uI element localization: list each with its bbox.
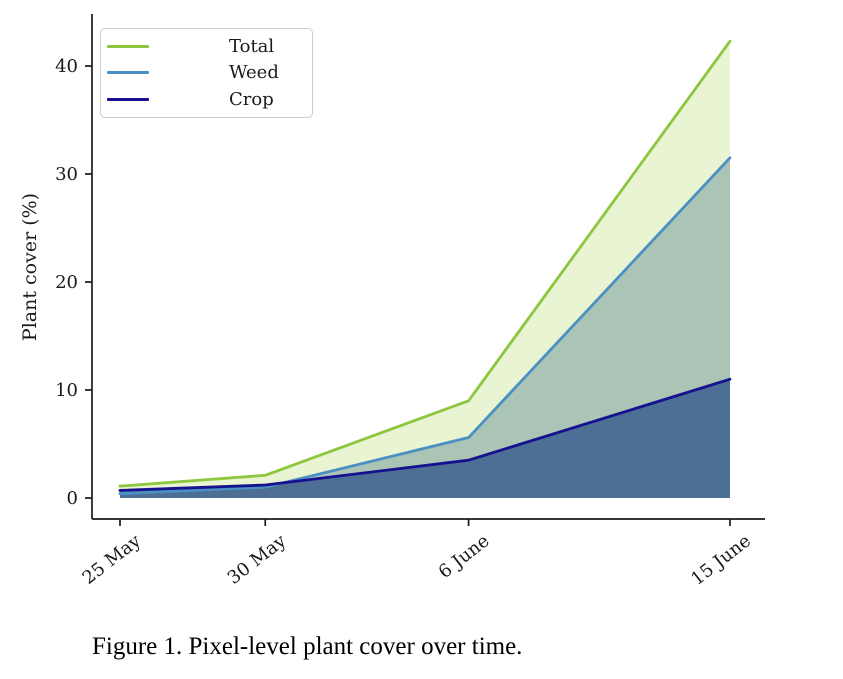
x-tick-label: 15 June xyxy=(687,530,755,589)
weed-area xyxy=(120,157,730,499)
legend-label-total: Total xyxy=(229,35,275,57)
legend-item-crop: Crop xyxy=(101,87,312,113)
y-tick-label: 40 xyxy=(55,56,78,77)
weed-line-swatch xyxy=(107,71,149,75)
legend-label-weed: Weed xyxy=(229,62,279,84)
figure-caption: Figure 1. Pixel-level plant cover over t… xyxy=(92,633,523,660)
x-tick-label: 30 May xyxy=(224,530,291,589)
x-tick-label: 6 June xyxy=(435,530,494,582)
total-line-swatch xyxy=(107,44,149,48)
legend-item-weed: Weed xyxy=(101,60,312,86)
crop-area xyxy=(120,379,730,498)
x-tick-label: 25 May xyxy=(78,530,145,589)
chart-canvas: 0 10 20 30 40 25 May 30 May 6 June 15 June Plant … xyxy=(19,14,765,590)
total-line xyxy=(118,39,732,488)
crop-line-swatch xyxy=(107,98,149,102)
plant-cover-chart: 0 10 20 30 40 25 May 30 May 6 June 15 June Plant … xyxy=(19,14,765,590)
y-axis-title: Plant cover (%) xyxy=(19,193,41,341)
chart-legend: Total Weed Crop xyxy=(100,28,313,118)
y-tick-label: 0 xyxy=(67,488,78,509)
y-tick-label: 20 xyxy=(55,272,78,293)
y-tick-label: 10 xyxy=(55,380,78,401)
y-tick-label: 30 xyxy=(55,164,78,185)
legend-item-total: Total xyxy=(101,33,312,59)
crop-line xyxy=(118,377,732,492)
legend-label-crop: Crop xyxy=(229,89,274,111)
weed-line xyxy=(118,156,732,496)
